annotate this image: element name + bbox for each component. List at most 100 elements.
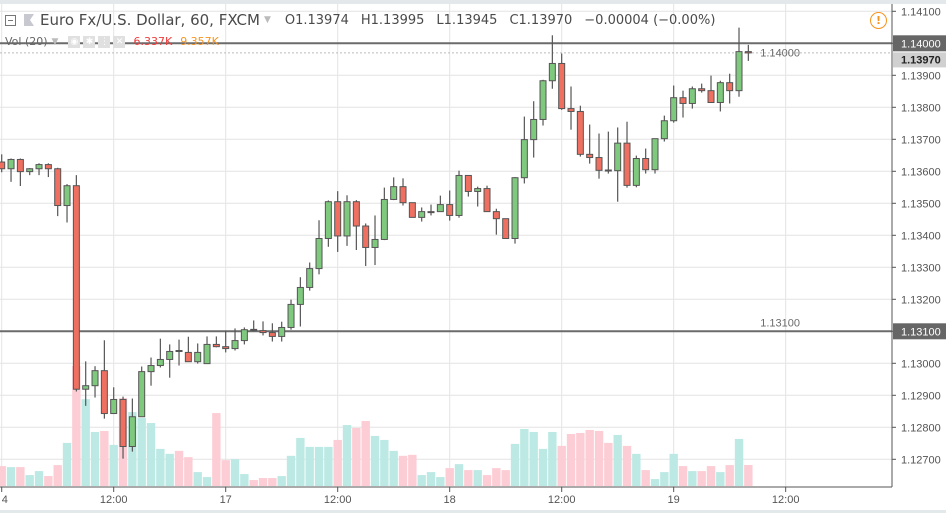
candle	[296, 277, 304, 327]
volume-bar	[324, 446, 333, 486]
volume-bar	[594, 430, 604, 486]
candle	[371, 215, 379, 266]
volume-bar	[660, 472, 669, 486]
horizontal-lines[interactable]: 1.14000 1.13100	[0, 42, 892, 333]
volume-bar	[352, 427, 361, 486]
volume-bar	[426, 472, 436, 486]
close-icon[interactable]: ✕	[113, 35, 126, 48]
warning-icon[interactable]: !	[870, 12, 887, 29]
volume-bar	[529, 431, 538, 486]
candle-body	[492, 211, 500, 220]
candle-body	[548, 62, 556, 82]
candle-body	[231, 340, 239, 350]
volume-bar	[16, 467, 25, 486]
candle	[259, 321, 267, 336]
volume-bar	[212, 413, 221, 486]
volume-bar	[53, 465, 62, 486]
candle-body	[63, 185, 71, 207]
candle	[91, 366, 99, 398]
candle-body	[128, 416, 136, 447]
candle-body	[623, 142, 631, 186]
candle	[716, 80, 724, 112]
candle	[184, 336, 192, 363]
ohlc-values: O1.13974 H1.13995 L1.13945 C1.13970 −0.0…	[285, 13, 716, 28]
candle	[194, 343, 202, 364]
candle	[427, 204, 435, 216]
change-value: −0.00004 (−0.00%)	[584, 12, 716, 28]
volume-bar	[380, 439, 389, 486]
candle-body	[371, 238, 379, 248]
candle	[511, 177, 519, 244]
collapse-icon[interactable]	[5, 14, 16, 26]
open-value: O1.13974	[284, 12, 349, 28]
candle	[63, 184, 71, 223]
volume-bar	[613, 434, 622, 486]
candle-body	[380, 198, 388, 240]
volume-bar	[650, 479, 660, 486]
candle	[502, 218, 510, 240]
time-tick-label: 17	[220, 494, 232, 506]
candle-body	[586, 153, 594, 159]
gear-icon[interactable]: ✱	[83, 35, 96, 48]
eye-icon[interactable]: ◉	[68, 35, 81, 48]
volume-bar	[81, 399, 90, 486]
candle-body	[651, 138, 659, 171]
candle	[614, 127, 622, 202]
price-axis[interactable]: 1.14100 1.14000 1.13900 1.13800 1.13700 1.136…	[892, 6, 946, 466]
volume-bar	[445, 468, 454, 486]
candles	[0, 27, 752, 459]
symbol-title[interactable]: Euro Fx/U.S. Dollar, 60, FXCM	[40, 11, 260, 29]
candle-body	[735, 51, 743, 92]
candle	[72, 175, 80, 392]
volume-value: 6.337K	[133, 35, 173, 48]
candle-body	[390, 186, 398, 200]
candle-body	[184, 351, 192, 363]
last-price-box	[893, 52, 946, 68]
candle	[390, 177, 398, 201]
horizontal-line-price-box	[893, 323, 946, 340]
volume-bar	[109, 444, 118, 486]
candle	[660, 115, 668, 142]
candle-body	[464, 174, 472, 192]
volume-bar	[193, 472, 202, 486]
candle-body	[716, 82, 724, 104]
price-tick-label: 1.13400	[901, 230, 941, 242]
candle	[315, 220, 323, 275]
volume-bar	[361, 421, 370, 486]
volume-legend: Vol (20) ▼ ◉ ✱ ⋮ ✕ 6.337K 9.357K	[5, 35, 219, 48]
volume-bar	[277, 476, 286, 486]
volume-bar	[744, 464, 753, 486]
horizontal-line-label: 1.14000	[760, 47, 800, 59]
candle	[642, 148, 650, 174]
candle-body	[670, 97, 678, 122]
volume-bar	[492, 468, 501, 486]
dropdown-caret-icon[interactable]: ▼	[263, 15, 271, 25]
volume-bar	[566, 433, 576, 486]
candle	[520, 116, 528, 184]
candle-body	[726, 82, 734, 92]
time-tick-label: 12:00	[772, 494, 800, 506]
price-tick-label: 1.12900	[901, 390, 941, 402]
more-icon[interactable]: ⋮	[98, 35, 111, 48]
candle-body	[44, 164, 52, 170]
candle-body	[436, 204, 444, 213]
volume-bar	[688, 471, 697, 486]
candle	[539, 79, 547, 126]
candle	[203, 336, 211, 365]
price-tick-label: 1.13600	[901, 166, 941, 178]
time-axis[interactable]: 4 12:00 17 12:00 18 12:00 19 12:00	[1, 487, 800, 506]
candle	[352, 200, 360, 251]
time-tick-label: 12:00	[100, 494, 128, 506]
top-border	[0, 0, 946, 4]
candle	[287, 299, 295, 330]
volume-bar	[389, 450, 398, 486]
candle	[7, 158, 15, 182]
volume-bar	[0, 466, 6, 486]
candle-body	[72, 185, 80, 390]
last-price-label: 1.13970	[901, 54, 941, 66]
candle-body	[511, 177, 519, 239]
volume-caret-icon[interactable]: ▼	[51, 36, 59, 47]
volume-indicator-label[interactable]: Vol (20)	[5, 35, 48, 48]
candle-body	[287, 303, 295, 328]
